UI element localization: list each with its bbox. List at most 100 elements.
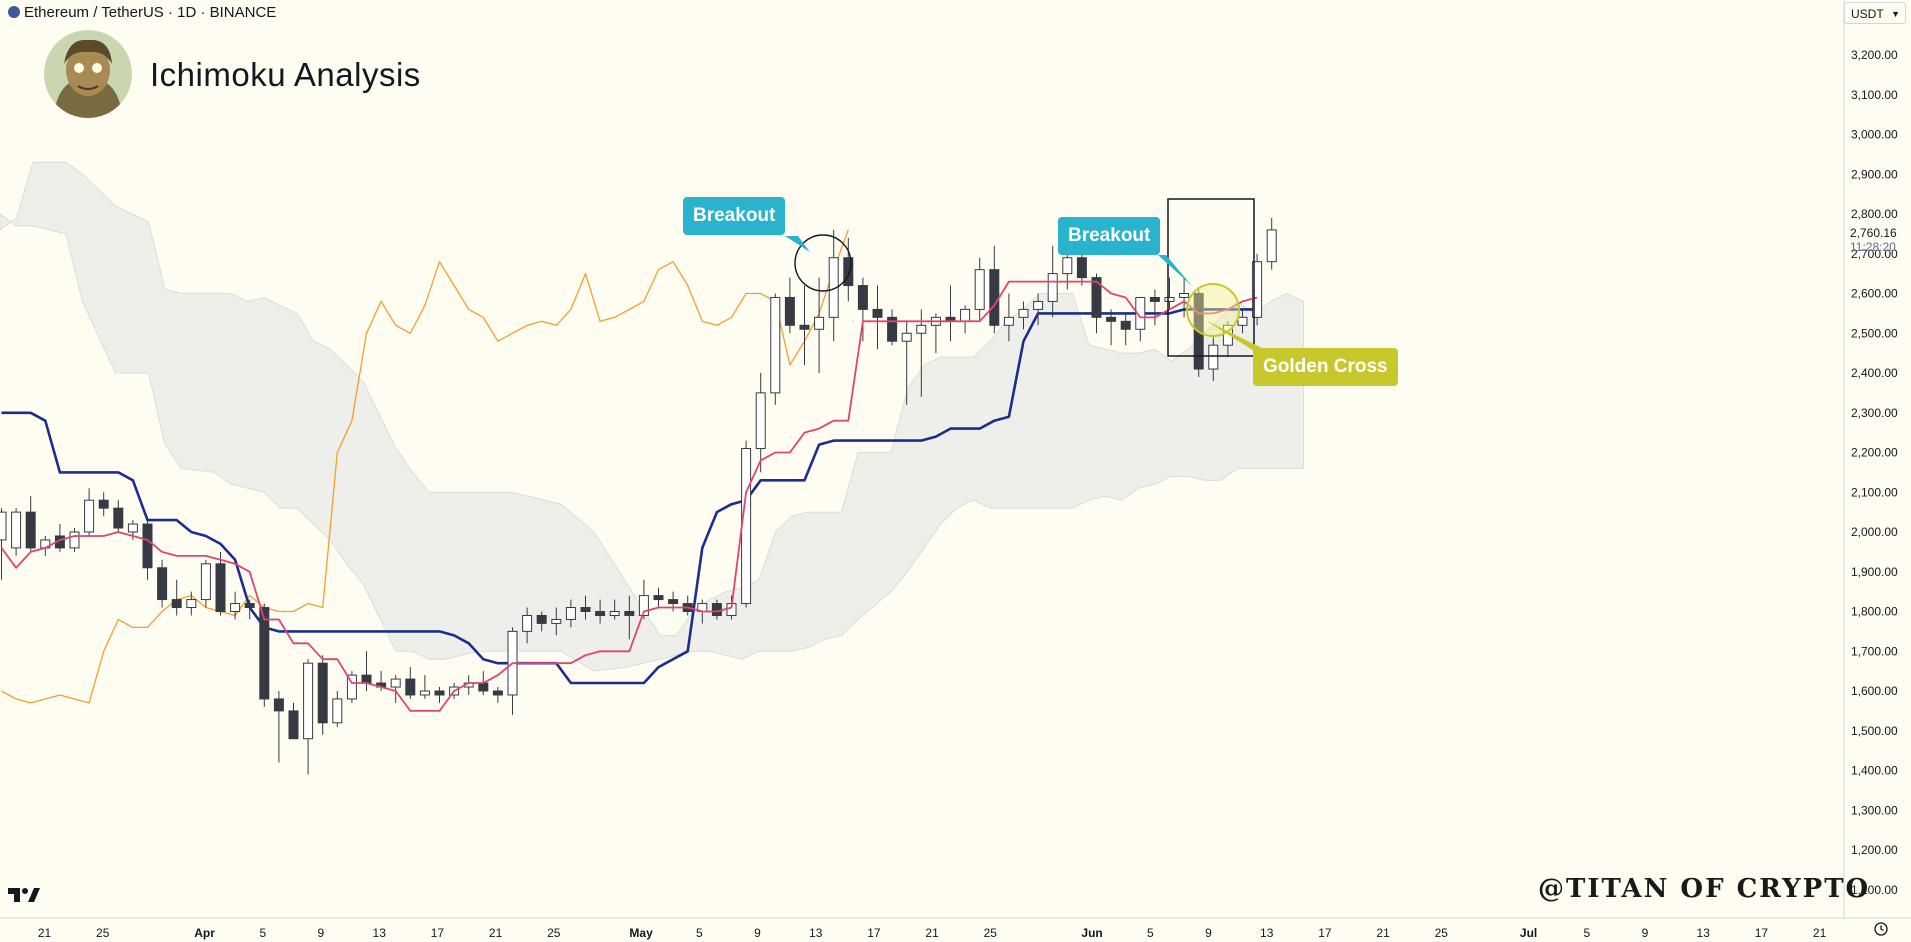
x-tick-label: 9 <box>1205 926 1212 940</box>
x-tick-label: 21 <box>38 926 52 940</box>
avatar-portrait-icon <box>44 30 132 118</box>
candle <box>405 667 416 699</box>
candle-body <box>1266 229 1277 263</box>
y-tick-label: 3,000.00 <box>1851 128 1898 142</box>
candle-body <box>1120 320 1131 330</box>
candle-body <box>522 614 533 632</box>
candle <box>1091 273 1102 334</box>
y-tick-label: 1,600.00 <box>1851 684 1898 698</box>
candle-body <box>405 678 416 696</box>
candle-body <box>1018 308 1029 318</box>
candle <box>1237 309 1248 334</box>
candle-body <box>872 308 883 318</box>
symbol-title-text: Ethereum / TetherUS · 1D · BINANCE <box>24 4 277 21</box>
candle <box>522 607 533 644</box>
clock-icon[interactable] <box>1874 922 1888 936</box>
candle-body <box>1106 316 1117 322</box>
candle <box>1120 313 1131 346</box>
candle <box>98 492 109 517</box>
y-tick-label: 2,600.00 <box>1851 287 1898 301</box>
y-tick-label: 2,800.00 <box>1851 207 1898 221</box>
currency-selector[interactable]: USDT ▼ <box>1844 2 1906 24</box>
candle-body <box>303 662 314 740</box>
candle <box>1003 293 1014 342</box>
candle <box>215 551 226 616</box>
tenkan-sen-line <box>0 280 1258 712</box>
x-tick-label: 13 <box>1260 926 1274 940</box>
candle-body <box>755 392 766 450</box>
candle-body <box>770 296 781 394</box>
breakout-callout-1: Breakout <box>683 197 786 235</box>
candle-body <box>595 611 606 616</box>
tradingview-logo-icon[interactable] <box>8 886 40 909</box>
candle-body <box>857 285 868 310</box>
candle-body <box>492 690 503 696</box>
candle-body <box>1179 293 1190 298</box>
candle <box>390 675 401 703</box>
candle <box>1106 309 1117 346</box>
x-tick-label: May <box>629 926 653 940</box>
kijun-sen-line <box>1 308 1258 685</box>
x-tick-label: 5 <box>259 926 266 940</box>
candle <box>916 309 927 397</box>
candle <box>171 579 182 616</box>
ichimoku-cloud <box>0 161 1304 672</box>
currency-label: USDT <box>1851 7 1884 21</box>
candle <box>1266 217 1277 270</box>
kijun-sen-path <box>1 308 1258 685</box>
candle-body <box>317 662 328 724</box>
y-tick-label: 2,000.00 <box>1851 525 1898 539</box>
y-tick-label: 2,100.00 <box>1851 485 1898 499</box>
candle <box>84 488 95 536</box>
candle-body <box>273 698 284 712</box>
x-tick-label: 5 <box>696 926 703 940</box>
x-tick-label: 25 <box>984 926 998 940</box>
price-axis[interactable]: 1,100.00 1,200.00 1,300.00 1,400.00 1,500.00… <box>1851 48 1898 897</box>
x-tick-label: 17 <box>1755 926 1769 940</box>
candle-body <box>171 599 182 609</box>
candle <box>54 524 65 552</box>
y-tick-label: 1,100.00 <box>1851 883 1898 897</box>
x-tick-label: Jun <box>1081 926 1102 940</box>
candle <box>288 702 299 740</box>
symbol-title[interactable]: Ethereum / TetherUS · 1D · BINANCE <box>8 4 276 21</box>
candle-body <box>434 690 445 696</box>
candle <box>419 675 430 699</box>
y-tick-label: 1,300.00 <box>1851 803 1898 817</box>
time-axis[interactable]: 21 25 Apr 5 9 13 17 21 25 May 5 9 13 17 21 25 Jun 5 9 13 17 2… <box>38 926 1827 940</box>
candle <box>930 313 941 354</box>
candle <box>230 591 241 620</box>
candle-body <box>551 618 562 624</box>
candle <box>843 237 854 302</box>
x-tick-label: 21 <box>1813 926 1827 940</box>
candle-body <box>901 332 912 342</box>
candle-body <box>1164 296 1175 302</box>
candle-body <box>200 563 211 601</box>
candle-body <box>960 308 971 322</box>
candle-body <box>653 595 664 601</box>
x-tick-label: Jul <box>1520 926 1537 940</box>
candle-body <box>638 595 649 616</box>
x-tick-label: 21 <box>489 926 503 940</box>
y-tick-label: 2,500.00 <box>1851 326 1898 340</box>
candle-body <box>624 611 635 616</box>
candle <box>609 599 620 620</box>
candle <box>186 591 197 616</box>
avatar <box>44 30 132 118</box>
x-tick-label: 25 <box>96 926 110 940</box>
candle-body <box>1047 273 1058 302</box>
x-tick-label: 13 <box>1697 926 1711 940</box>
candle-body <box>0 511 7 541</box>
candle-body <box>974 269 985 310</box>
candle-body <box>989 269 1000 326</box>
candle-body <box>668 599 679 605</box>
x-tick-label: 21 <box>925 926 939 940</box>
y-tick-label: 1,400.00 <box>1851 764 1898 778</box>
candle <box>332 691 343 727</box>
candle <box>887 309 898 346</box>
y-tick-label: 2,900.00 <box>1851 167 1898 181</box>
cloud-area <box>0 161 1304 672</box>
breakout-callout-2: Breakout <box>1058 217 1161 255</box>
candle <box>784 277 795 334</box>
